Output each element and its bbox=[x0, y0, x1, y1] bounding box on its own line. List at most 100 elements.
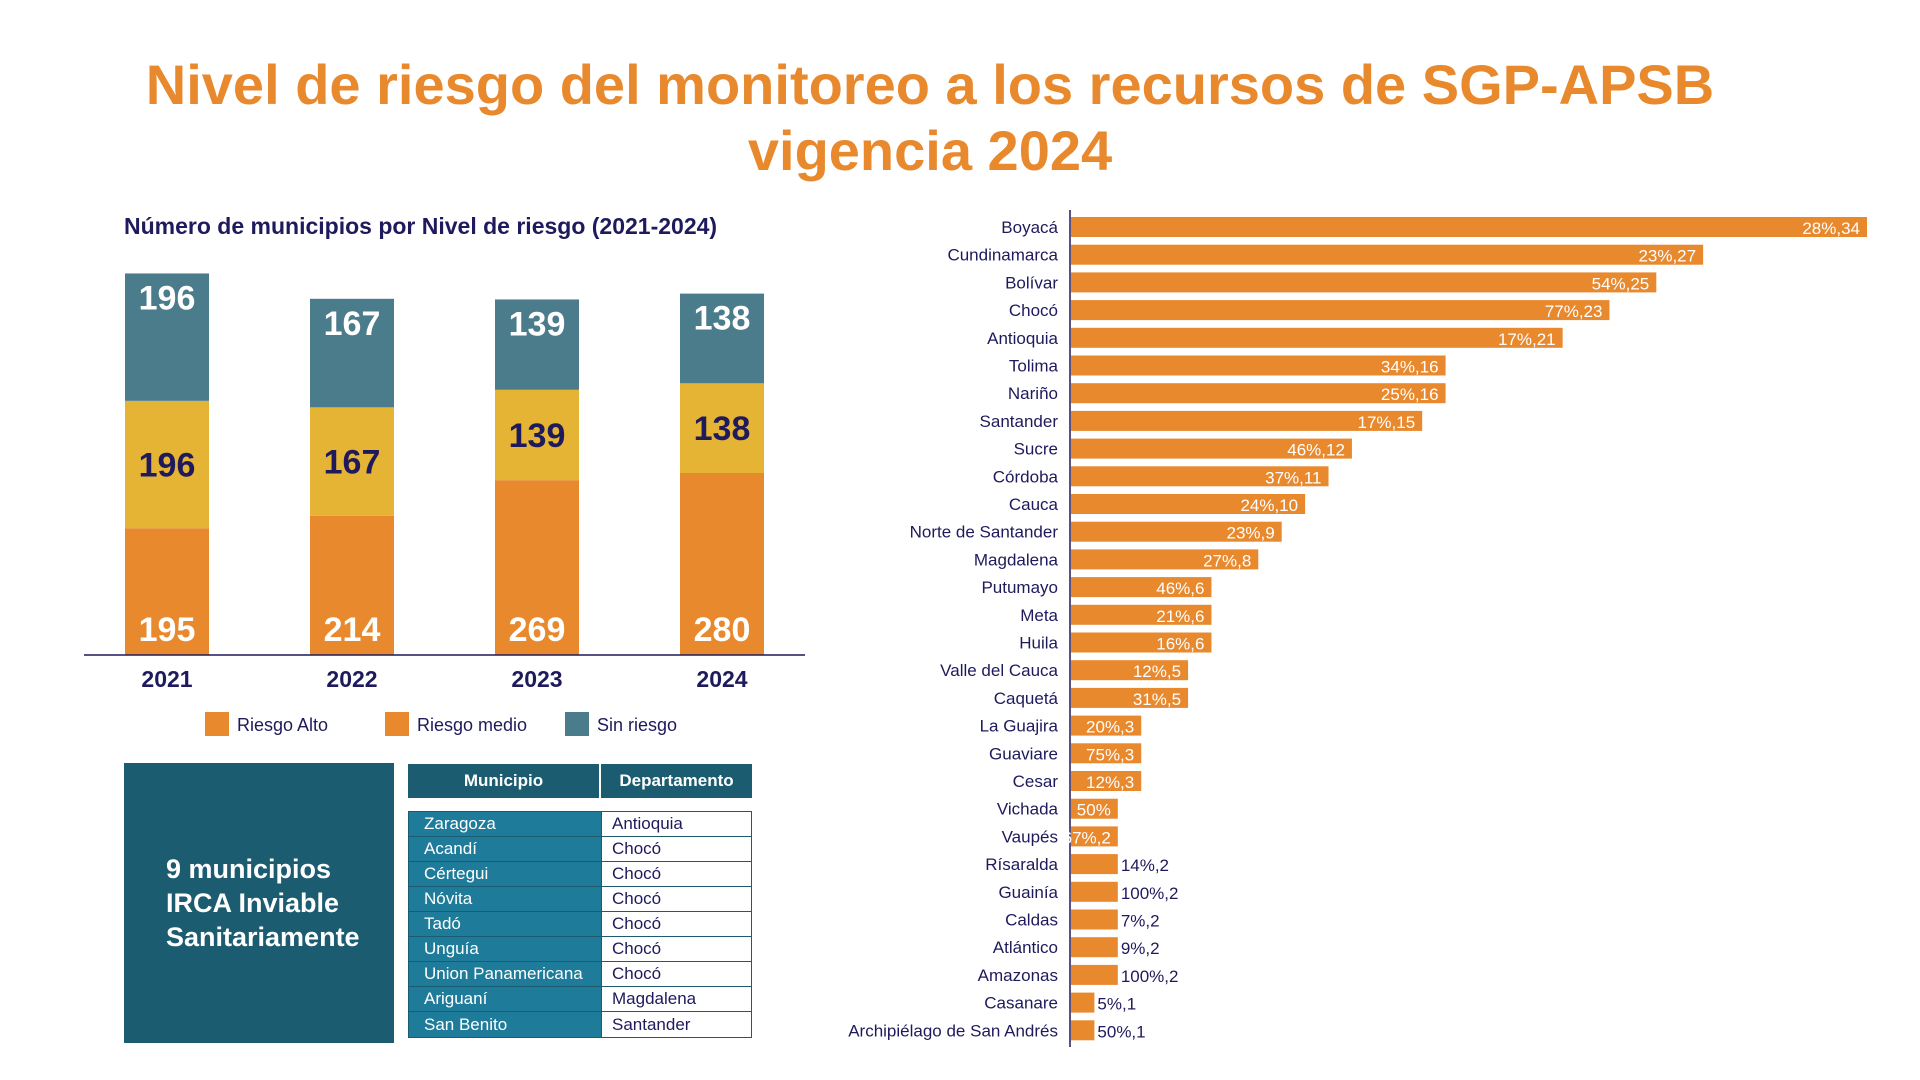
category-label: Caldas bbox=[1005, 911, 1058, 930]
table-row: Cértegui Chocó bbox=[409, 862, 751, 887]
stack-value-label: 139 bbox=[509, 305, 566, 343]
cell-municipio: Zaragoza bbox=[409, 812, 601, 836]
cell-municipio: San Benito bbox=[409, 1012, 601, 1037]
category-label: Cundinamarca bbox=[947, 246, 1058, 265]
stack-value-label: 280 bbox=[694, 611, 751, 649]
category-label: Boyacá bbox=[1001, 218, 1058, 237]
irca-line-1: 9 municipios bbox=[166, 854, 332, 884]
stack-value-label: 195 bbox=[139, 611, 196, 649]
cell-departamento: Chocó bbox=[601, 887, 751, 911]
hbar-value-label: 21%,6 bbox=[1156, 607, 1204, 626]
category-label: Antioquia bbox=[987, 329, 1058, 348]
stack-bar-2021-riesgo-medio bbox=[125, 400, 209, 529]
legend-label: Sin riesgo bbox=[597, 715, 677, 735]
cell-municipio: Nóvita bbox=[409, 887, 601, 911]
hbar-Guaviare bbox=[1071, 743, 1142, 764]
hbar-Nariño bbox=[1071, 383, 1446, 404]
table-header-row: Municipio Departamento bbox=[408, 764, 752, 798]
cell-municipio: Cértegui bbox=[409, 862, 601, 886]
hbar-value-label: 67%,2 bbox=[1063, 828, 1111, 847]
hbar-value-label: 14%,2 bbox=[1121, 856, 1169, 875]
category-label: Meta bbox=[1020, 606, 1058, 625]
category-label: Vaupés bbox=[1002, 827, 1058, 846]
hbar-Rísaralda bbox=[1071, 854, 1118, 875]
stack-value-label: 139 bbox=[509, 417, 566, 455]
hbar-Cundinamarca bbox=[1071, 244, 1704, 265]
cell-departamento: Chocó bbox=[601, 937, 751, 961]
cell-departamento: Chocó bbox=[601, 862, 751, 886]
hbar-Caldas bbox=[1071, 909, 1118, 930]
page-title: Nivel de riesgo del monitoreo a los recu… bbox=[120, 52, 1740, 184]
stack-bar-2021-sin-riesgo bbox=[125, 273, 209, 401]
hbar-Casanare bbox=[1071, 992, 1095, 1013]
category-label: Córdoba bbox=[993, 467, 1059, 486]
legend-swatch bbox=[565, 712, 589, 736]
stacked-bar-chart: 195 196 196 2021 214 167 167 2022 269 139 139 2023 2… bbox=[84, 273, 805, 736]
irca-line-3: Sanitariamente bbox=[166, 922, 360, 952]
stack-bar-2022-riesgo-medio bbox=[310, 407, 394, 516]
hbar-value-label: 54%,25 bbox=[1592, 274, 1650, 293]
category-label: Huila bbox=[1019, 634, 1058, 653]
category-label: Cesar bbox=[1013, 772, 1059, 791]
stack-bar-2021-riesgo-alto bbox=[125, 528, 209, 655]
category-label: Atlántico bbox=[993, 938, 1058, 957]
category-label: Caquetá bbox=[994, 689, 1059, 708]
hbar-value-label: 50%,1 bbox=[1097, 1022, 1145, 1041]
hbar-value-label: 17%,15 bbox=[1358, 413, 1416, 432]
hbar-value-label: 12%,3 bbox=[1086, 773, 1134, 792]
hbar-value-label: 100%,2 bbox=[1121, 967, 1179, 986]
hbar-Archipiélago de San Andrés bbox=[1071, 1020, 1095, 1041]
hbar-Guainía bbox=[1071, 881, 1118, 902]
hbar-value-label: 23%,27 bbox=[1638, 247, 1696, 266]
stack-bar-2024-riesgo-medio bbox=[680, 383, 764, 473]
table-row: San Benito Santander bbox=[409, 1012, 751, 1037]
hbar-value-label: 28%,34 bbox=[1802, 219, 1860, 238]
stack-value-label: 196 bbox=[139, 279, 196, 317]
hbar-value-label: 25%,16 bbox=[1381, 385, 1439, 404]
hbar-Santander bbox=[1071, 410, 1423, 431]
stack-bar-2023-sin-riesgo bbox=[495, 299, 579, 390]
category-label: Putumayo bbox=[981, 578, 1058, 597]
hbar-Atlántico bbox=[1071, 937, 1118, 958]
category-label: Valle del Cauca bbox=[940, 661, 1058, 680]
stack-value-label: 167 bbox=[324, 305, 381, 343]
category-label: Magdalena bbox=[974, 550, 1059, 569]
hbar-Boyacá bbox=[1071, 217, 1867, 237]
hbar-value-label: 34%,16 bbox=[1381, 358, 1439, 377]
table-row: Union Panamericana Chocó bbox=[409, 962, 751, 987]
hbar-Sucre bbox=[1071, 438, 1352, 459]
stack-bar-2022-sin-riesgo bbox=[310, 298, 394, 408]
irca-summary-box: 9 municipios IRCA Inviable Sanitariament… bbox=[124, 763, 394, 1043]
category-label: Santander bbox=[980, 412, 1059, 431]
stack-bar-2023-riesgo-alto bbox=[495, 480, 579, 655]
table-row: Zaragoza Antioquia bbox=[409, 812, 751, 837]
hbar-Córdoba bbox=[1071, 466, 1329, 487]
x-tick-label: 2021 bbox=[141, 666, 192, 692]
category-label: Casanare bbox=[984, 994, 1058, 1013]
table-row: Nóvita Chocó bbox=[409, 887, 751, 912]
cell-departamento: Magdalena bbox=[601, 987, 751, 1011]
hbar-Bolívar bbox=[1071, 272, 1657, 293]
category-label: La Guajira bbox=[980, 717, 1059, 736]
hbar-Vichada bbox=[1071, 798, 1118, 819]
hbar-Huila bbox=[1071, 632, 1212, 653]
stack-value-label: 138 bbox=[694, 410, 751, 448]
table-row: Unguía Chocó bbox=[409, 937, 751, 962]
hbar-Caquetá bbox=[1071, 687, 1189, 708]
header-municipio: Municipio bbox=[408, 764, 601, 798]
category-label: Guainía bbox=[998, 883, 1058, 902]
hbar-Valle del Cauca bbox=[1071, 660, 1189, 681]
hbar-value-label: 24%,10 bbox=[1240, 496, 1298, 515]
legend-label: Riesgo medio bbox=[417, 715, 527, 735]
cell-departamento: Antioquia bbox=[601, 812, 751, 836]
category-label: Cauca bbox=[1009, 495, 1059, 514]
hbar-value-label: 50% bbox=[1077, 801, 1111, 820]
horizontal-bar-chart: Boyacá 28%,34 Cundinamarca 23%,27 Bolívar 54%… bbox=[848, 210, 1867, 1047]
category-label: Archipiélago de San Andrés bbox=[848, 1021, 1058, 1040]
category-label: Norte de Santander bbox=[910, 523, 1059, 542]
legend-swatch bbox=[385, 712, 409, 736]
cell-departamento: Santander bbox=[601, 1012, 751, 1037]
hbar-value-label: 5%,1 bbox=[1097, 995, 1136, 1014]
hbar-value-label: 27%,8 bbox=[1203, 551, 1251, 570]
hbar-value-label: 77%,23 bbox=[1545, 302, 1603, 321]
